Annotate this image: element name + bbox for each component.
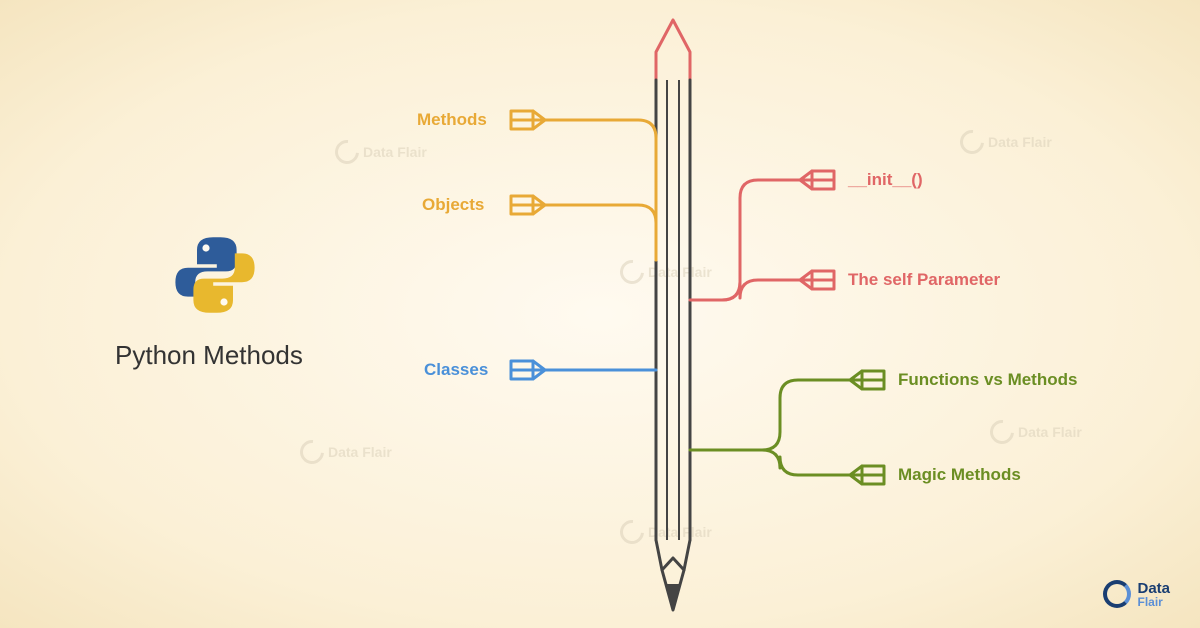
branch-label-classes: Classes [424, 360, 488, 380]
footer-logo: Data Flair [1103, 580, 1170, 608]
footer-logo-line1: Data [1137, 581, 1170, 596]
footer-logo-icon [1103, 580, 1131, 608]
branch-label-init: __init__() [848, 170, 923, 190]
python-logo-icon [170, 230, 260, 320]
tree-diagram [350, 0, 1150, 628]
branch-label-func-vs-methods: Functions vs Methods [898, 370, 1077, 390]
branch-label-objects: Objects [422, 195, 484, 215]
infographic-canvas: Data FlairData FlairData FlairData Flair… [0, 0, 1200, 628]
page-title: Python Methods [115, 340, 303, 371]
branch-label-methods: Methods [417, 110, 487, 130]
branch-label-magic-methods: Magic Methods [898, 465, 1021, 485]
footer-logo-line2: Flair [1137, 596, 1170, 608]
branch-label-self-param: The self Parameter [848, 270, 1000, 290]
